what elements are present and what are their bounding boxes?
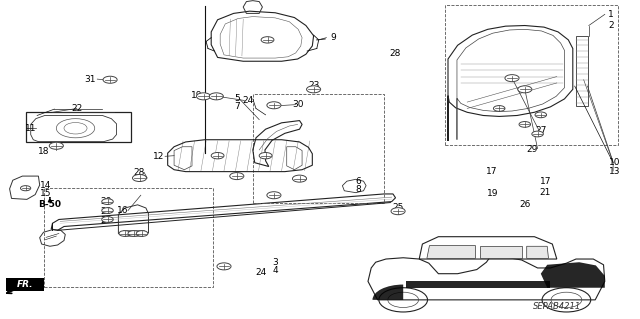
Text: 3: 3 <box>273 258 278 267</box>
Text: 20: 20 <box>100 216 111 225</box>
Text: 28: 28 <box>134 168 145 177</box>
Bar <box>445 5 618 145</box>
Circle shape <box>259 152 272 159</box>
Text: FR.: FR. <box>17 280 33 289</box>
Text: 2: 2 <box>609 21 614 30</box>
Circle shape <box>211 152 224 159</box>
Polygon shape <box>406 281 550 288</box>
Text: 8: 8 <box>356 185 361 194</box>
Circle shape <box>102 208 113 213</box>
FancyBboxPatch shape <box>6 278 44 291</box>
Text: B-50: B-50 <box>38 200 61 209</box>
Text: 30: 30 <box>292 100 304 109</box>
Polygon shape <box>541 262 605 288</box>
Circle shape <box>102 217 113 222</box>
Bar <box>26 112 131 142</box>
Circle shape <box>307 86 321 93</box>
Polygon shape <box>427 246 476 258</box>
Text: 19: 19 <box>487 189 499 198</box>
Text: 31: 31 <box>84 75 95 84</box>
Circle shape <box>292 175 307 182</box>
Bar <box>44 188 213 287</box>
Text: 25: 25 <box>392 204 404 212</box>
Text: 4: 4 <box>273 266 278 275</box>
Text: 19: 19 <box>191 91 203 100</box>
Bar <box>253 94 384 203</box>
Text: 1: 1 <box>609 10 614 19</box>
Wedge shape <box>372 285 403 300</box>
Polygon shape <box>527 246 548 258</box>
Text: 23: 23 <box>308 81 319 90</box>
Text: 17: 17 <box>486 167 497 176</box>
Text: 16: 16 <box>117 206 129 215</box>
Circle shape <box>532 131 543 137</box>
Circle shape <box>217 263 231 270</box>
Circle shape <box>267 192 281 199</box>
Text: 22: 22 <box>71 104 83 113</box>
Bar <box>576 36 588 106</box>
Text: SEPAB4211: SEPAB4211 <box>532 302 581 311</box>
Text: 20: 20 <box>100 207 111 216</box>
Circle shape <box>196 93 211 100</box>
Circle shape <box>128 231 140 236</box>
Circle shape <box>267 102 281 109</box>
Circle shape <box>230 173 244 180</box>
Circle shape <box>493 106 505 111</box>
Text: 17: 17 <box>540 177 551 186</box>
Text: 29: 29 <box>527 145 538 154</box>
Text: 28: 28 <box>390 49 401 58</box>
Circle shape <box>102 199 113 204</box>
Text: 26: 26 <box>519 200 531 209</box>
Text: 24: 24 <box>243 96 254 105</box>
Circle shape <box>209 93 223 100</box>
Text: 12: 12 <box>153 152 164 161</box>
Circle shape <box>261 37 274 43</box>
Text: 14: 14 <box>40 181 52 190</box>
Circle shape <box>519 122 531 127</box>
Text: 6: 6 <box>356 177 361 186</box>
Text: 9: 9 <box>330 33 335 42</box>
Text: 13: 13 <box>609 167 620 176</box>
Circle shape <box>132 174 147 182</box>
Circle shape <box>391 208 405 215</box>
Circle shape <box>103 76 117 83</box>
Text: 20: 20 <box>100 197 111 206</box>
Circle shape <box>535 112 547 118</box>
Circle shape <box>119 231 131 236</box>
Circle shape <box>20 186 31 191</box>
Text: 11: 11 <box>25 124 36 133</box>
Text: 21: 21 <box>540 189 551 197</box>
Circle shape <box>136 231 148 236</box>
Text: 7: 7 <box>234 102 239 111</box>
Polygon shape <box>480 246 522 258</box>
Circle shape <box>505 75 519 82</box>
Text: 27: 27 <box>535 126 547 135</box>
Circle shape <box>518 86 532 93</box>
Text: 18: 18 <box>38 147 49 156</box>
Circle shape <box>49 142 63 149</box>
Text: 5: 5 <box>234 94 239 103</box>
Text: 15: 15 <box>40 189 52 198</box>
Text: 10: 10 <box>609 158 620 167</box>
Text: 24: 24 <box>255 268 267 277</box>
